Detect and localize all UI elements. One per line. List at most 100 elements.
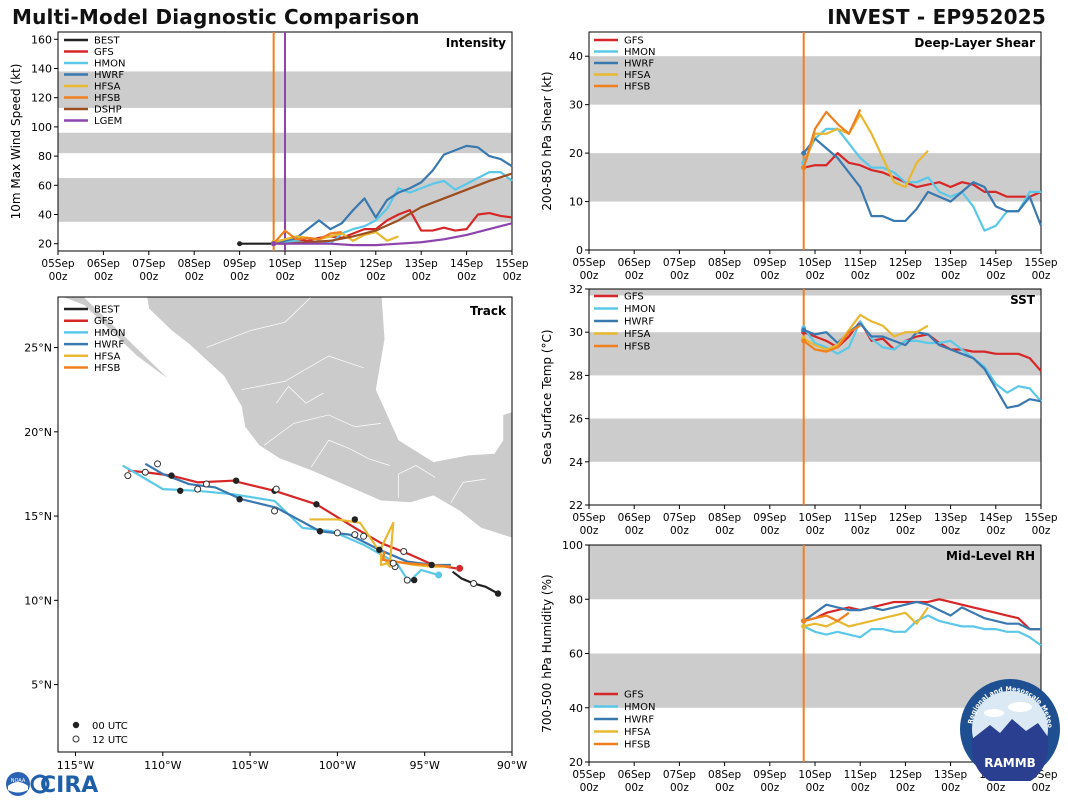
- track-point-00utc: [313, 501, 320, 508]
- x-tick-label: 14Sep: [979, 512, 1012, 524]
- x-tick-label: 12Sep: [889, 512, 922, 524]
- x-tick-label: 00z: [366, 271, 385, 283]
- series-start-marker: [801, 150, 807, 156]
- legend-label: HFSB: [94, 363, 120, 374]
- y-tick-label: 40: [38, 209, 52, 222]
- legend-label: HMON: [94, 59, 126, 70]
- series-line-hfsb: [803, 324, 861, 353]
- x-tick-label: 12Sep: [889, 769, 922, 781]
- x-tick-label: 13Sep: [934, 769, 967, 781]
- series-line-gfs: [803, 152, 1042, 198]
- track-point-00utc: [232, 477, 240, 484]
- legend-label: HFSB: [94, 93, 120, 104]
- series-start-marker: [801, 623, 807, 629]
- x-tick-label: 00z: [986, 782, 1005, 794]
- x-tick-label: 14Sep: [979, 257, 1012, 269]
- x-tick-label: 00z: [896, 270, 915, 282]
- y-tick-label: 26: [569, 413, 583, 426]
- x-tick-label: 13Sep: [934, 257, 967, 269]
- x-tick-label: 00z: [185, 271, 204, 283]
- y-axis-label: Sea Surface Temp (°C): [540, 329, 554, 464]
- state-border: [450, 478, 486, 503]
- legend-label: HFSA: [94, 351, 121, 362]
- track-point-12utc: [154, 460, 162, 468]
- track-point-00utc: [494, 590, 502, 597]
- series-line-hfsa: [803, 313, 929, 351]
- legend-label: GFS: [624, 36, 644, 47]
- series-start-marker: [801, 338, 807, 344]
- legend-label: HMON: [624, 47, 656, 58]
- track-point-12utc: [271, 507, 279, 515]
- y-tick-label: 140: [31, 63, 52, 76]
- x-tick-label: 00z: [230, 271, 249, 283]
- x-tick-label: 00z: [457, 271, 476, 283]
- x-tick-label: 00z: [896, 525, 915, 537]
- series-line-hfsa: [803, 606, 929, 628]
- legend-label: DSHP: [94, 105, 122, 116]
- x-tick-label: 08Sep: [178, 258, 211, 270]
- track-point-00utc: [411, 576, 418, 584]
- x-tick-label: 07Sep: [132, 258, 165, 270]
- x-tick-label: 00z: [760, 270, 779, 282]
- x-tick-label: 05Sep: [41, 258, 74, 270]
- legend-label: LGEM: [94, 116, 122, 127]
- lon-tick-label: 95°W: [410, 759, 440, 772]
- x-tick-label: 15Sep: [1024, 512, 1057, 524]
- y-tick-label: 100: [562, 539, 583, 552]
- legend-label: HFSA: [624, 329, 651, 340]
- x-tick-label: 06Sep: [87, 258, 120, 270]
- y-tick-label: 100: [31, 121, 52, 134]
- track-point-12utc: [403, 576, 411, 584]
- lon-tick-label: 115°W: [57, 759, 94, 772]
- y-axis-label: 200-850 hPa Shear (kt): [540, 71, 554, 210]
- x-tick-label: 11Sep: [314, 258, 347, 270]
- x-tick-label: 00z: [986, 525, 1005, 537]
- rh-panel: 2040608010005Sep00z06Sep00z07Sep00z08Sep…: [540, 539, 1058, 794]
- x-tick-label: 10Sep: [268, 258, 301, 270]
- series-line-lgem: [273, 222, 513, 247]
- x-tick-label: 00z: [715, 270, 734, 282]
- legend-marker-00utc: [72, 721, 80, 729]
- shaded-band: [589, 332, 1041, 376]
- state-border: [263, 414, 382, 446]
- series-start-marker: [801, 165, 807, 171]
- state-border: [206, 297, 312, 348]
- x-tick-label: 05Sep: [572, 512, 605, 524]
- legend-label: BEST: [94, 36, 121, 47]
- legend-label: HMON: [94, 328, 126, 339]
- lat-tick-label: 25°N: [24, 342, 52, 355]
- track-point-12utc: [124, 472, 132, 480]
- track-start-gfs: [456, 564, 464, 572]
- x-tick-label: 12Sep: [359, 258, 392, 270]
- x-tick-label: 00z: [625, 270, 644, 282]
- track-point-12utc: [470, 579, 478, 587]
- y-tick-label: 10: [569, 196, 583, 209]
- lon-tick-label: 90°W: [497, 759, 527, 772]
- y-tick-label: 28: [569, 369, 583, 382]
- y-tick-label: 32: [569, 283, 583, 296]
- x-tick-label: 00z: [1032, 782, 1051, 794]
- x-tick-label: 00z: [986, 270, 1005, 282]
- series-start-marker: [237, 241, 243, 247]
- x-tick-label: 00z: [139, 271, 158, 283]
- x-tick-label: 00z: [851, 270, 870, 282]
- track-point-00utc: [428, 561, 435, 569]
- series-start-marker: [801, 618, 807, 624]
- x-tick-label: 00z: [625, 525, 644, 537]
- legend-label: GFS: [94, 316, 114, 327]
- series-line-hmon: [803, 614, 1042, 647]
- x-tick-label: 00z: [503, 271, 522, 283]
- panel-title: Intensity: [446, 36, 506, 50]
- y-tick-label: 30: [569, 326, 583, 339]
- x-tick-label: 15Sep: [1024, 257, 1057, 269]
- track-point-12utc: [141, 468, 149, 476]
- legend-label: HFSB: [624, 342, 650, 353]
- legend-label: HWRF: [624, 59, 654, 70]
- x-tick-label: 09Sep: [753, 512, 786, 524]
- series-line-hwrf: [803, 600, 1041, 631]
- legend-label: HWRF: [624, 317, 654, 328]
- track-line-hwrf: [144, 462, 451, 567]
- x-tick-label: 13Sep: [405, 258, 438, 270]
- series-line-hfsb: [272, 229, 342, 245]
